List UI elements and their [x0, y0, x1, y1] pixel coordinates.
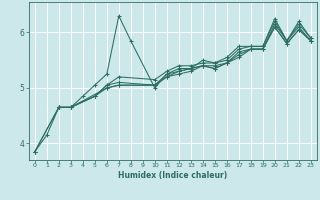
X-axis label: Humidex (Indice chaleur): Humidex (Indice chaleur) — [118, 171, 228, 180]
